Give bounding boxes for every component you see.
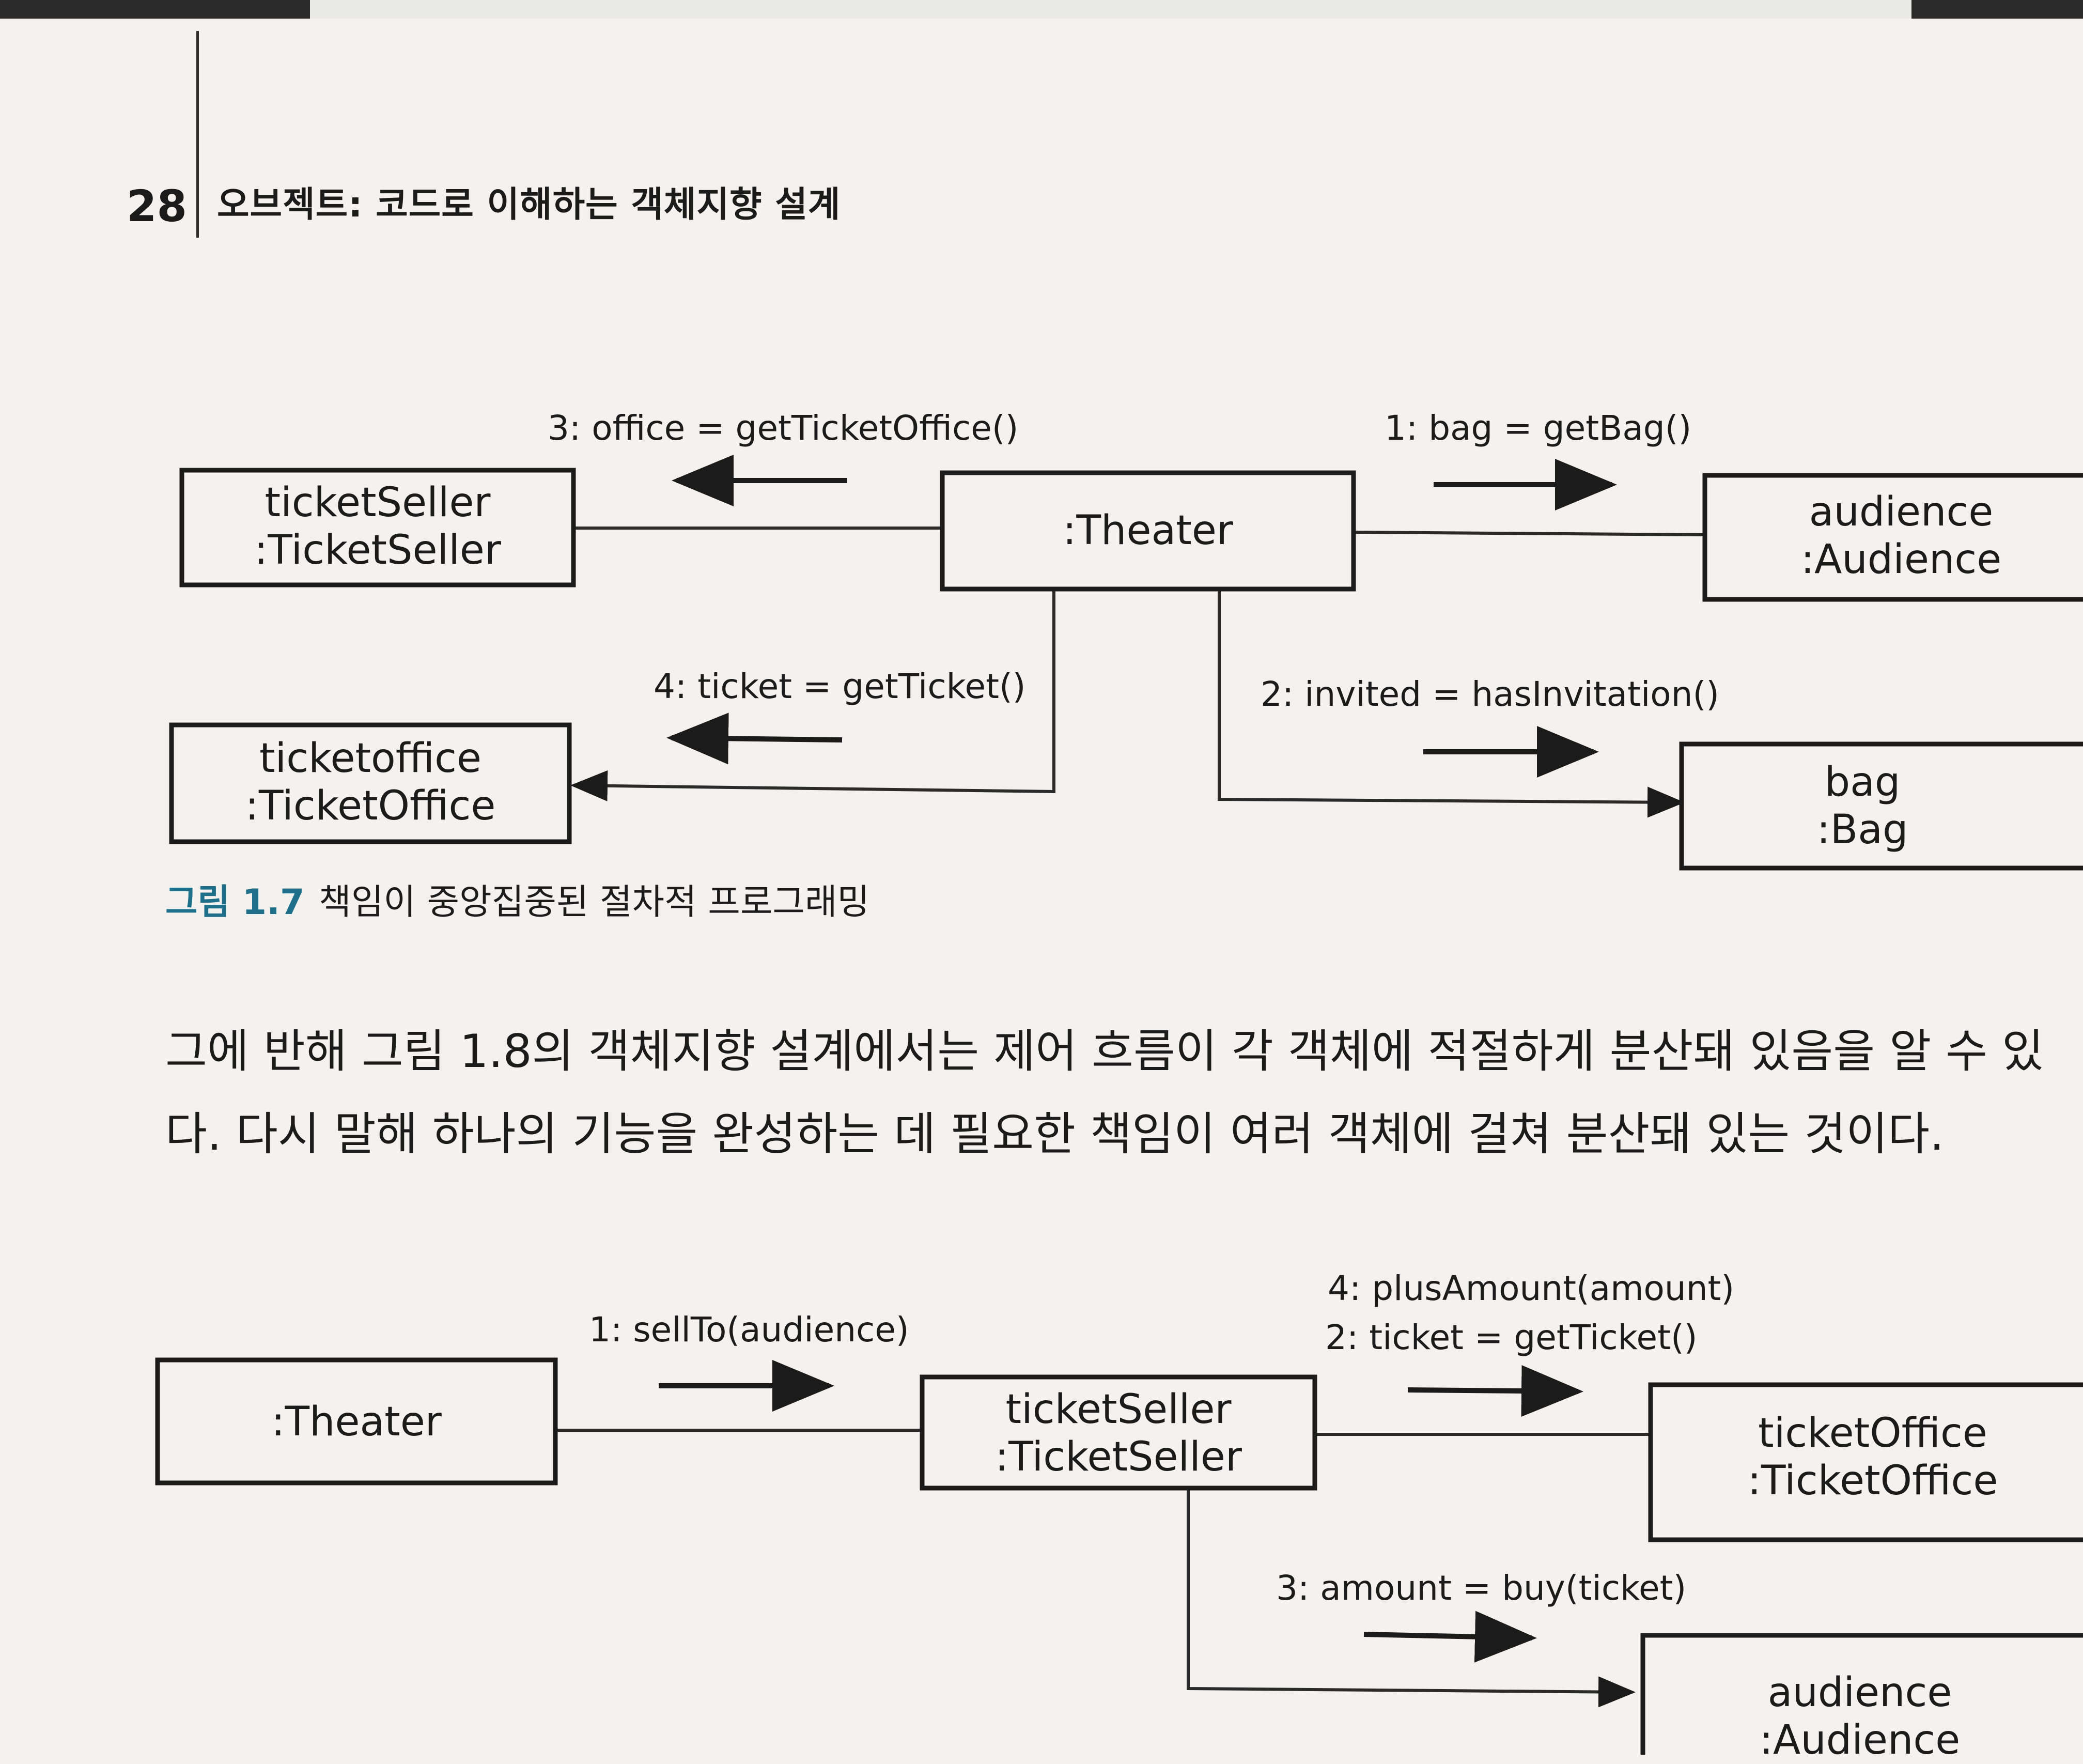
theater-8-class: :Theater <box>271 1399 442 1445</box>
arrow-plus-amount-get-ticket <box>1407 1365 1583 1417</box>
link-theater-audience <box>1353 531 1705 536</box>
box-ticket-seller-8 <box>920 1374 1317 1491</box>
ticket-seller-8-class: :TicketSeller <box>995 1434 1242 1480</box>
box-theater-8 <box>155 1357 558 1486</box>
arrow-get-ticket <box>666 713 843 765</box>
msg-get-ticket-8: 2: ticket = getTicket() <box>1325 1318 1698 1357</box>
header-divider <box>196 31 199 238</box>
page-top-edge-light <box>310 0 1911 19</box>
fig7-message-arrows <box>666 455 1617 778</box>
msg-plus-amount: 4: plusAmount(amount) <box>1328 1268 1735 1308</box>
ticket-seller-8-label: ticketSeller :TicketSeller <box>922 1386 1315 1481</box>
bag-name: bag <box>1824 759 1901 806</box>
box-ticket-office-8 <box>1648 1382 2083 1542</box>
ticket-office-8-class: :TicketOffice <box>1747 1458 1998 1504</box>
theater-8-label: :Theater <box>158 1398 555 1446</box>
msg-get-bag: 1: bag = getBag() <box>1385 408 1692 448</box>
audience-8-class: :Audience <box>1759 1717 1961 1763</box>
msg-sell-to: 1: sellTo(audience) <box>589 1310 909 1350</box>
box-audience-8 <box>1640 1633 2083 1755</box>
ticket-office-8-label: ticketOffice :TicketOffice <box>1651 1410 2083 1505</box>
ticket-office-name: ticketoffice <box>259 735 482 782</box>
audience-8-label: audience :Audience <box>1643 1669 2077 1764</box>
ticket-office-class: :TicketOffice <box>245 783 496 829</box>
ticket-seller-class: :TicketSeller <box>254 527 501 574</box>
ticket-office-label: ticketoffice :TicketOffice <box>172 735 569 830</box>
audience-label: audience :Audience <box>1705 488 2083 583</box>
box-audience <box>1702 473 2083 602</box>
bag-class: :Bag <box>1816 807 1908 853</box>
body-paragraph-line-1: 그에 반해 그림 1.8의 객체지향 설계에서는 제어 흐름이 각 객체에 적절… <box>165 1025 2044 1078</box>
figure-caption-text: 책임이 중앙집중된 절차적 프로그래밍 <box>319 882 870 923</box>
msg-get-ticket: 4: ticket = getTicket() <box>654 667 1026 706</box>
fig7-links <box>570 527 1705 818</box>
audience-8-name: audience <box>1767 1669 1952 1716</box>
ticket-office-8-name: ticketOffice <box>1758 1410 1987 1457</box>
box-bag <box>1679 741 2083 871</box>
ticket-seller-8-name: ticketSeller <box>1005 1386 1232 1433</box>
link-theater-bag <box>1218 589 1685 818</box>
link-theater-office <box>570 589 1055 801</box>
audience-class: :Audience <box>1800 536 2002 583</box>
audience-name: audience <box>1809 489 1994 535</box>
link-seller-audience <box>1187 1488 1636 1708</box>
figure-number: 그림 1.7 <box>165 882 305 923</box>
body-paragraph-line-2: 다. 다시 말해 하나의 기능을 완성하는 데 필요한 책임이 여러 객체에 걸… <box>165 1107 1945 1160</box>
theater-class: :Theater <box>1063 507 1233 554</box>
box-theater <box>940 470 1356 592</box>
fig8-message-arrows <box>659 1360 1583 1663</box>
box-ticket-seller <box>179 468 576 587</box>
box-ticket-office <box>169 722 572 844</box>
msg-get-ticket-office: 3: office = getTicketOffice() <box>548 408 1019 448</box>
page-number: 28 <box>127 181 187 231</box>
figure-caption: 그림 1.7 책임이 중앙집중된 절차적 프로그래밍 <box>165 873 869 924</box>
msg-has-invitation: 2: invited = hasInvitation() <box>1261 674 1720 714</box>
fig7-boxes <box>169 468 2083 871</box>
bag-label: bag :Bag <box>1682 759 2043 854</box>
arrow-buy <box>1363 1611 1537 1663</box>
fig8-links <box>555 1429 1651 1708</box>
fig8-boxes <box>155 1357 2083 1755</box>
msg-buy: 3: amount = buy(ticket) <box>1276 1568 1687 1608</box>
ticket-seller-label: ticketSeller :TicketSeller <box>182 479 573 574</box>
theater-label: :Theater <box>942 507 1354 554</box>
running-title: 오브젝트: 코드로 이해하는 객체지향 설계 <box>217 184 841 225</box>
ticket-seller-name: ticketSeller <box>265 479 491 526</box>
